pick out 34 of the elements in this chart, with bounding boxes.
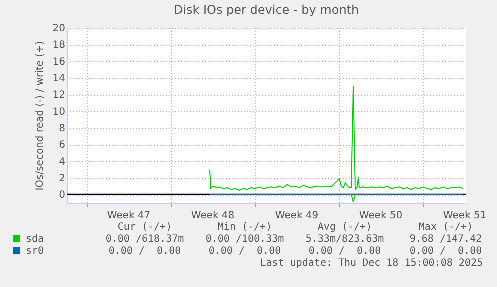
text: Last update: Thu Dec 18 15:00:08 2025 xyxy=(260,258,483,269)
text: 0.00 / 0.00 xyxy=(208,246,282,257)
y-tick-label: 0 xyxy=(59,190,66,202)
x-tick-label: Week 49 xyxy=(275,210,319,222)
y-tick-label: 4 xyxy=(59,156,66,168)
y-tick-label: 18 xyxy=(52,40,66,52)
y-tick-label: 10 xyxy=(52,106,66,118)
text: Cur (-/+) xyxy=(118,222,172,233)
text: 0.00 / 0.00 xyxy=(410,246,482,257)
y-axis-title: IOs/second read (-) / write (+) xyxy=(34,41,46,191)
x-tick-label: Week 47 xyxy=(107,210,151,222)
text: 5.33m/823.63m xyxy=(306,234,384,245)
y-tick-label: 14 xyxy=(52,74,66,84)
text: 0.00 /618.37m xyxy=(106,234,184,245)
y-tick-label: 6 xyxy=(59,140,66,152)
y-tick-label: 8 xyxy=(59,124,66,134)
x-tick-label: Week 51 xyxy=(443,210,487,222)
y-tick-label: 20 xyxy=(52,24,66,34)
text: 0.00 /100.33m xyxy=(206,234,284,245)
line-series xyxy=(210,86,464,191)
text: 0.00 / 0.00 xyxy=(308,246,382,257)
text: Avg (-/+) xyxy=(318,222,372,233)
text: Min (-/+) xyxy=(218,222,272,233)
text: Max (-/+) xyxy=(418,222,474,233)
y-tick-label: 16 xyxy=(52,56,66,68)
text: 9.68 /147.42 xyxy=(410,234,482,245)
legend-label: sr0 xyxy=(26,246,44,257)
y-tick-label: 2 xyxy=(59,174,66,184)
y-tick-label: 12 xyxy=(52,90,66,102)
legend-label: sda xyxy=(26,234,44,245)
x-tick-label: Week 50 xyxy=(359,210,403,222)
text: 0.00 / 0.00 xyxy=(108,246,182,257)
chart-title: Disk IOs per device - by month xyxy=(174,3,360,17)
x-tick-label: Week 48 xyxy=(191,210,235,222)
